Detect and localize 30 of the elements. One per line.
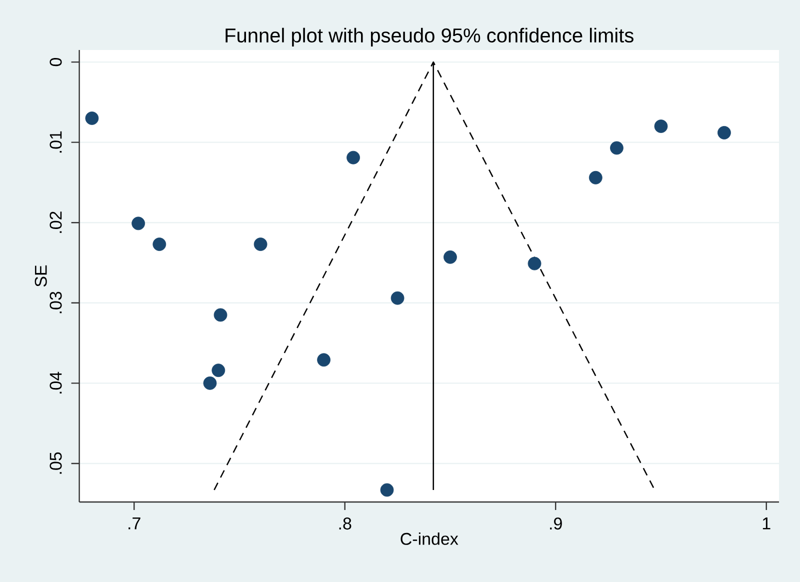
point bbox=[212, 364, 226, 378]
point bbox=[380, 483, 394, 497]
point bbox=[390, 291, 404, 305]
point bbox=[588, 170, 602, 184]
x-axis-title: C-index bbox=[400, 532, 458, 545]
point bbox=[203, 376, 217, 390]
point bbox=[528, 256, 542, 270]
point bbox=[346, 150, 360, 164]
y-tick-label: .01 bbox=[50, 131, 62, 153]
point bbox=[214, 308, 228, 322]
point bbox=[152, 238, 166, 251]
point bbox=[718, 126, 731, 140]
x-tick-label: .7 bbox=[128, 518, 140, 530]
point bbox=[444, 250, 457, 264]
point bbox=[254, 238, 268, 251]
y-tick-label: 0 bbox=[50, 58, 62, 66]
y-tick-label: .02 bbox=[50, 212, 62, 233]
point bbox=[317, 353, 330, 367]
point bbox=[654, 120, 668, 133]
x-tick-label: .9 bbox=[550, 518, 562, 530]
point bbox=[85, 112, 99, 125]
y-axis-title: SE bbox=[34, 265, 47, 287]
chart-title: Funnel plot with pseudo 95% confidence limits bbox=[226, 28, 634, 46]
y-tick-label: .05 bbox=[50, 452, 62, 474]
y-tick-label: .04 bbox=[50, 372, 62, 394]
point bbox=[132, 216, 146, 230]
x-tick-label: 1 bbox=[762, 518, 770, 530]
x-tick-label: .8 bbox=[339, 518, 352, 530]
point bbox=[610, 141, 624, 155]
y-tick-label: .03 bbox=[50, 292, 62, 314]
